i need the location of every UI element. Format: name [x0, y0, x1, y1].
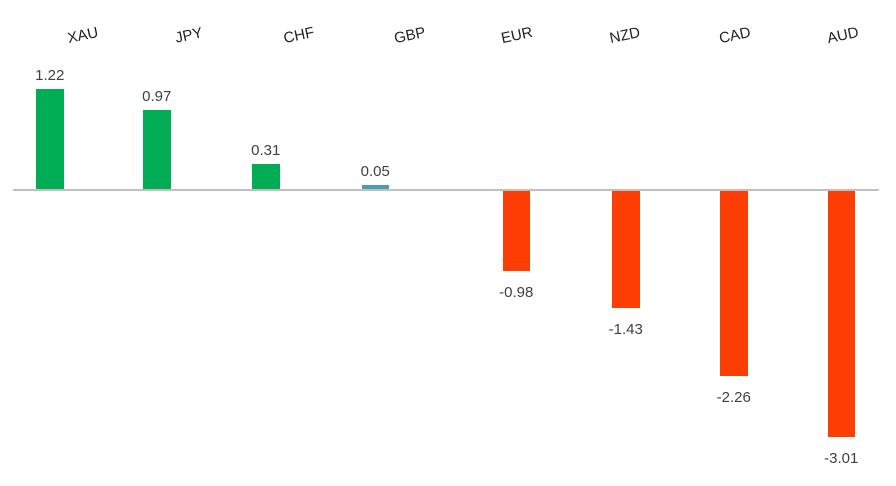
bar-aud: [827, 191, 855, 438]
bar-chf: [252, 163, 280, 189]
category-label-gbp: GBP: [392, 23, 428, 48]
category-label-nzd: NZD: [608, 23, 642, 48]
zero-axis-line: [13, 189, 879, 191]
category-label-jpy: JPY: [173, 24, 205, 47]
bar-jpy: [143, 109, 171, 189]
value-label-jpy: 0.97: [142, 87, 172, 105]
value-label-cad: -2.26: [716, 388, 751, 406]
category-label-chf: CHF: [282, 23, 316, 48]
category-label-cad: CAD: [717, 23, 753, 48]
bar-cad: [720, 191, 748, 376]
value-label-chf: 0.31: [251, 141, 281, 159]
category-label-eur: EUR: [499, 23, 535, 48]
value-label-xau: 1.22: [35, 67, 65, 85]
bar-eur: [502, 191, 530, 272]
category-label-xau: XAU: [66, 23, 100, 48]
bar-nzd: [612, 191, 640, 308]
bar-xau: [36, 89, 64, 189]
value-label-aud: -3.01: [824, 450, 859, 468]
category-label-aud: AUD: [825, 23, 861, 48]
value-label-nzd: -1.43: [608, 320, 643, 338]
value-label-gbp: 0.05: [360, 162, 390, 180]
value-label-eur: -0.98: [499, 284, 534, 302]
bar-gbp: [361, 184, 389, 189]
